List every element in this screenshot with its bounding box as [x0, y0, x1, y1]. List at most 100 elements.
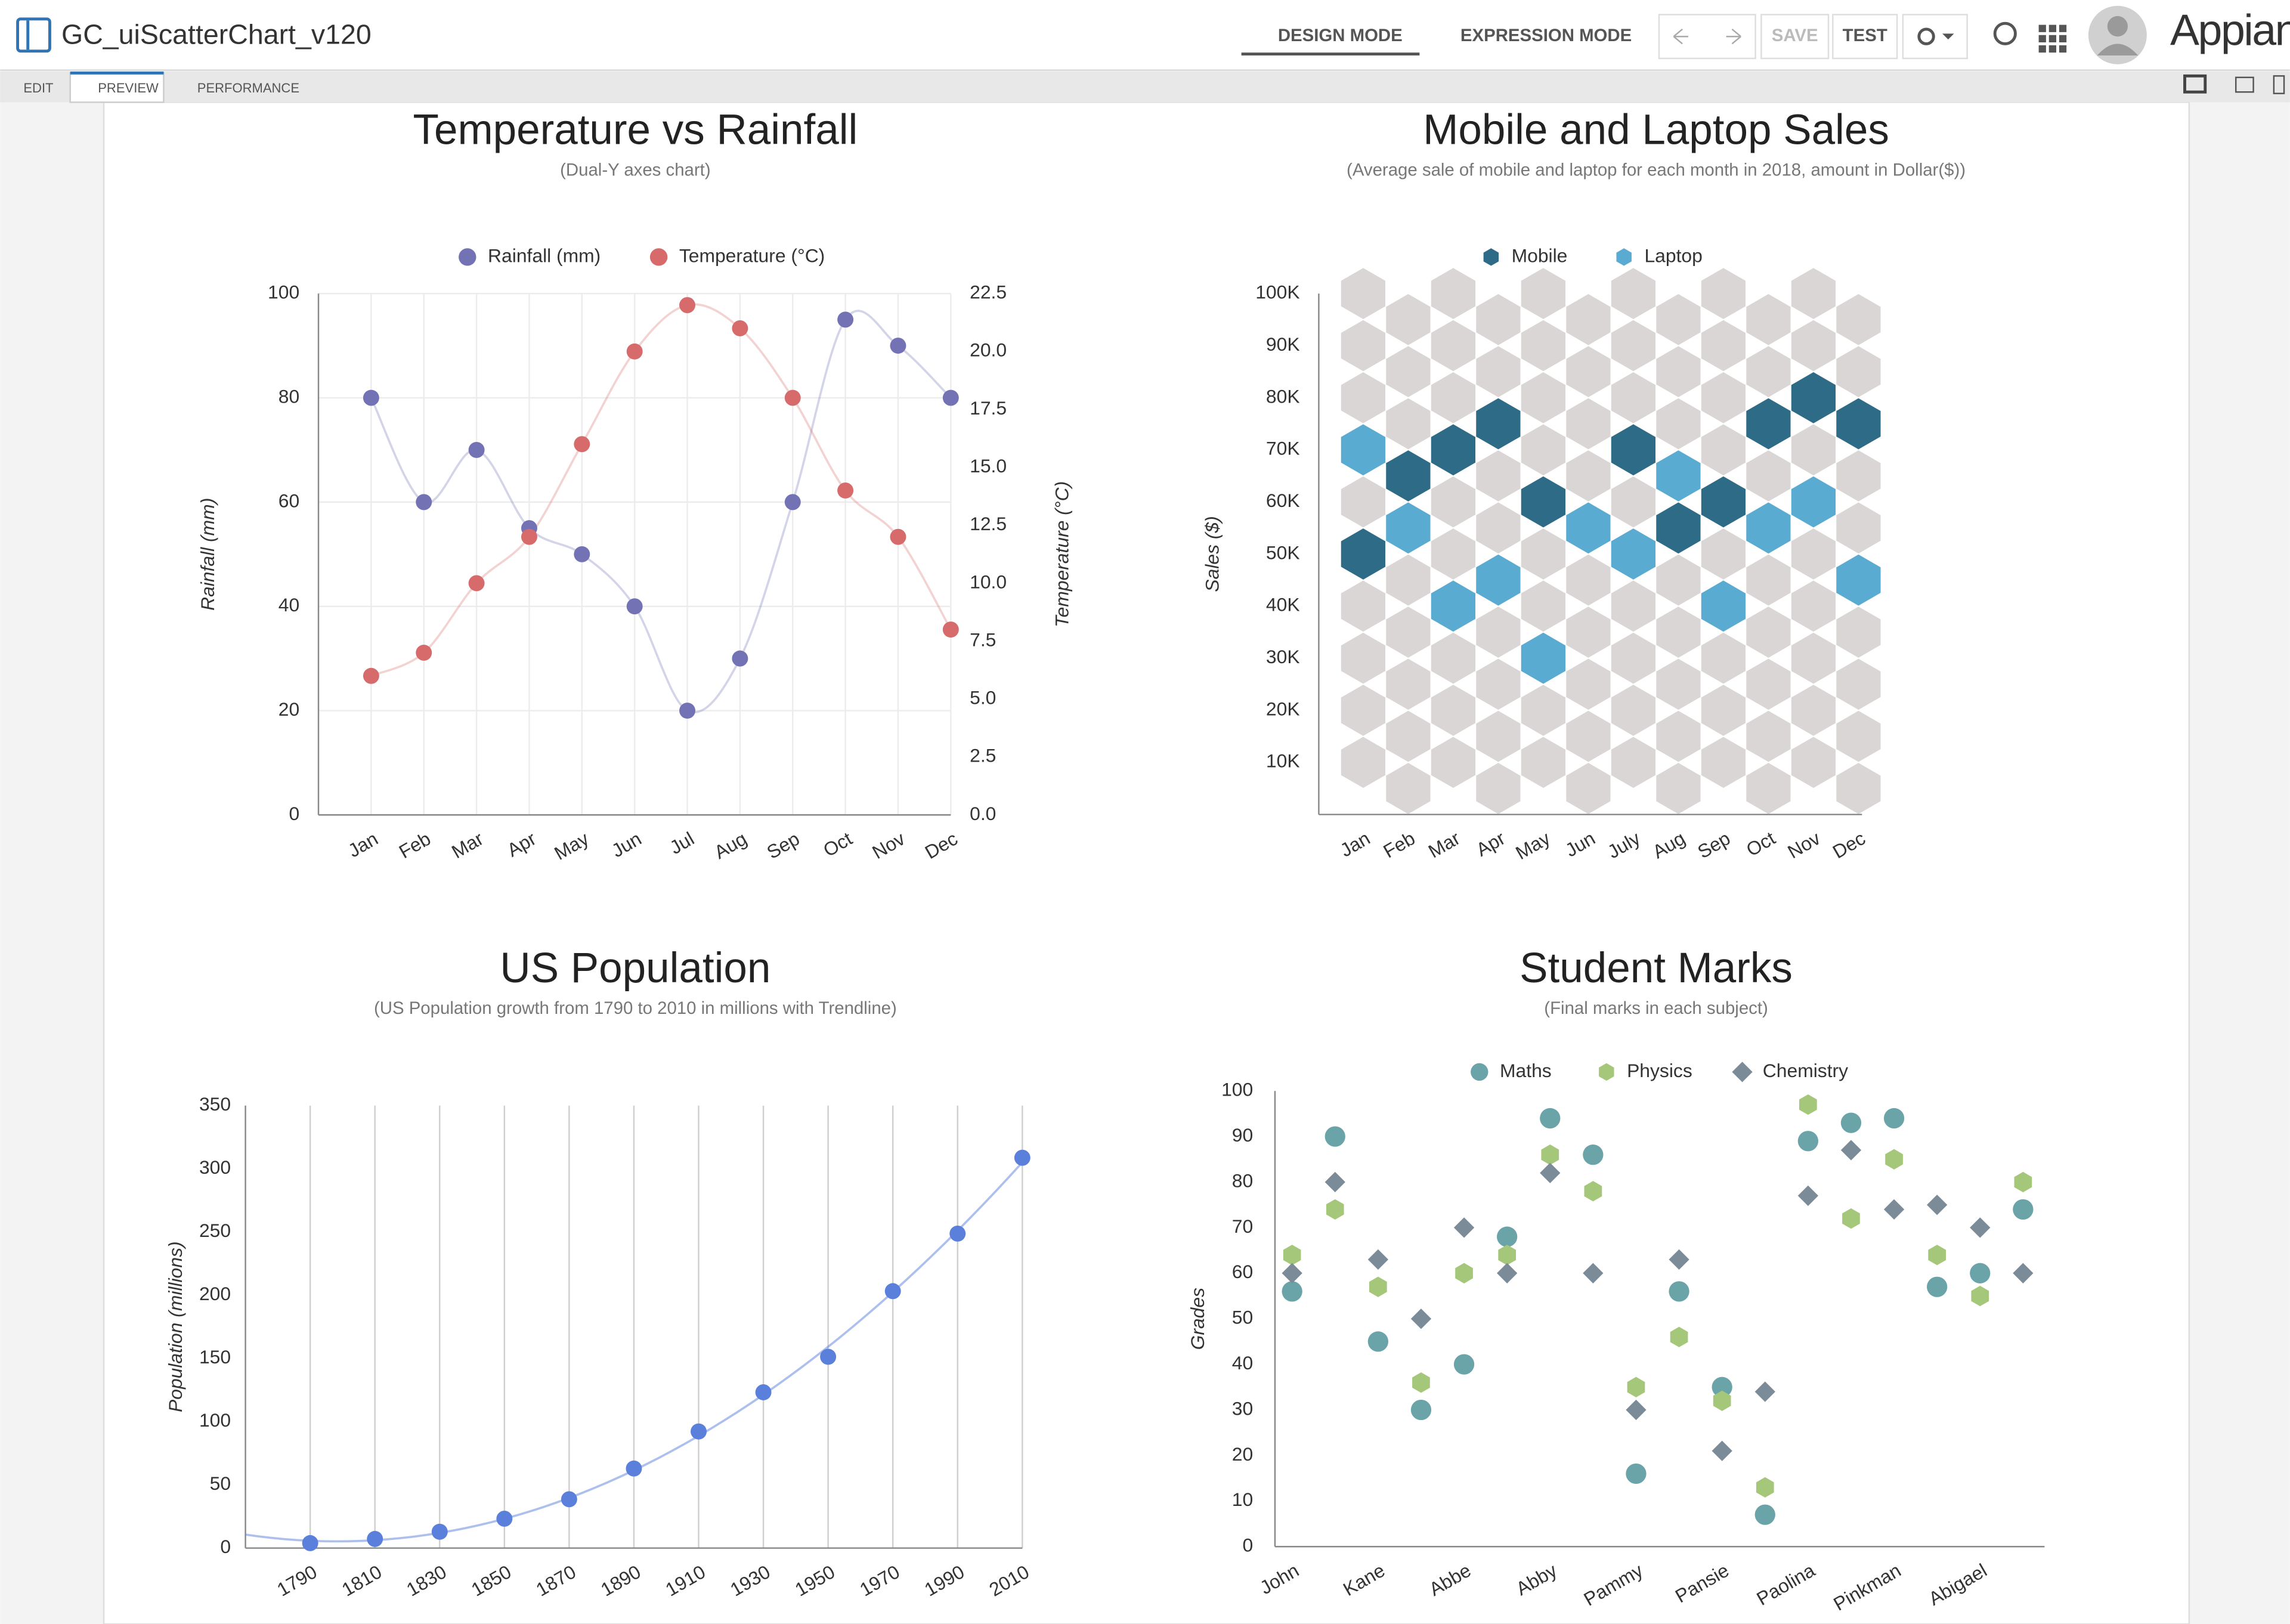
point — [1584, 1181, 1602, 1202]
point — [416, 644, 432, 661]
tablet-icon[interactable] — [2235, 76, 2254, 93]
hex-cell — [1476, 658, 1521, 710]
hex-cell — [1566, 607, 1611, 658]
test-button[interactable] — [1832, 14, 1898, 60]
hex-cell — [1611, 580, 1656, 632]
hex-cell — [1746, 763, 1791, 814]
chart-title: Mobile and Laptop Sales — [1423, 107, 1889, 154]
caret — [1942, 33, 1954, 40]
y-axis-title: Population (millions) — [165, 1241, 186, 1412]
hex-cell — [1836, 658, 1881, 710]
point — [1476, 554, 1521, 606]
apps-icon[interactable] — [2038, 24, 2067, 53]
search-icon[interactable] — [1993, 21, 2017, 45]
y-tick-label: 0 — [289, 803, 299, 824]
point — [1326, 1199, 1344, 1220]
hex-cell — [1611, 372, 1656, 423]
point — [1840, 1140, 1862, 1161]
point — [884, 1283, 901, 1300]
tab-preview[interactable]: PREVIEW — [98, 81, 159, 95]
y-tick-label: 150 — [199, 1346, 231, 1368]
hex-cell — [1566, 398, 1611, 450]
redo-icon — [1726, 29, 1741, 45]
legend-label: Chemistry — [1763, 1060, 1848, 1081]
y-tick-label: 60 — [1232, 1261, 1253, 1282]
hex-cell — [1746, 607, 1791, 658]
legend-swatch — [649, 248, 668, 266]
hex-cell — [1656, 710, 1701, 762]
point — [626, 598, 643, 615]
point — [1455, 1263, 1473, 1283]
avatar-head — [2107, 16, 2128, 37]
point — [561, 1491, 577, 1508]
point — [942, 621, 959, 638]
point — [1656, 450, 1701, 502]
hex-cell — [1386, 294, 1431, 345]
point — [820, 1348, 837, 1365]
hex-cell — [1701, 685, 1746, 736]
hex-cell — [1701, 737, 1746, 788]
point — [1797, 1185, 1819, 1207]
device-icon[interactable] — [2183, 74, 2207, 94]
point — [1014, 1149, 1030, 1166]
y-tick-label: 90 — [1232, 1124, 1253, 1146]
legend-swatch — [1732, 1062, 1753, 1082]
hex-cell — [1386, 346, 1431, 398]
tab-performance[interactable]: PERFORMANCE — [197, 81, 299, 95]
point — [1386, 450, 1431, 502]
y2-tick-label: 0.0 — [970, 803, 996, 824]
point — [1627, 1376, 1645, 1397]
point — [890, 338, 906, 354]
y2-tick-label: 17.5 — [970, 397, 1007, 419]
hex-cell — [1386, 554, 1431, 606]
brand: Appian — [2170, 5, 2290, 55]
y2-tick-label: 5.0 — [970, 687, 996, 709]
tab-preview-box[interactable] — [69, 72, 165, 103]
legend-swatch — [1471, 1063, 1488, 1081]
y-tick-label: 80K — [1266, 385, 1300, 407]
hex-cell — [1521, 268, 1566, 320]
point — [1431, 424, 1476, 476]
point — [1928, 1245, 1946, 1266]
hex-cell — [1656, 658, 1701, 710]
hex-cell — [1521, 372, 1566, 423]
point — [1842, 1208, 1860, 1229]
hex-cell — [1521, 528, 1566, 580]
point — [1541, 1144, 1559, 1165]
y2-tick-label: 15.0 — [970, 455, 1007, 477]
point — [732, 650, 748, 667]
legend-label: Mobile — [1512, 245, 1568, 266]
y-tick-label: 40 — [1232, 1352, 1253, 1374]
hex-cell — [1791, 580, 1836, 632]
legend-swatch — [1483, 248, 1499, 266]
legend-swatch — [1599, 1063, 1614, 1081]
point — [1883, 1108, 1905, 1129]
legend-label: Laptop — [1644, 245, 1702, 266]
point — [468, 441, 485, 458]
y-tick-label: 50K — [1266, 542, 1300, 563]
legend-swatch — [1616, 248, 1632, 266]
y-tick-label: 200 — [199, 1283, 231, 1304]
hex-cell — [1521, 685, 1566, 736]
app-icon[interactable] — [16, 17, 51, 53]
point — [1970, 1263, 1991, 1283]
undo-redo[interactable] — [1658, 14, 1756, 60]
design-mode[interactable]: DESIGN MODE — [1278, 26, 1403, 45]
phone-icon[interactable] — [2273, 75, 2285, 94]
y-axis-title: Sales ($) — [1201, 516, 1223, 592]
hex-cell — [1521, 424, 1566, 476]
save-button[interactable] — [1760, 14, 1830, 60]
expression-mode[interactable]: EXPRESSION MODE — [1460, 26, 1632, 45]
point — [367, 1530, 383, 1547]
point — [1885, 1149, 1903, 1170]
point — [1927, 1276, 1948, 1297]
point — [521, 528, 537, 545]
tab-edit[interactable]: EDIT — [23, 81, 53, 95]
y-tick-label: 100 — [268, 282, 299, 303]
point — [679, 297, 695, 314]
hex-cell — [1836, 346, 1881, 398]
canvas — [103, 101, 2190, 1624]
hex-cell — [1476, 763, 1521, 814]
hex-cell — [1476, 502, 1521, 554]
